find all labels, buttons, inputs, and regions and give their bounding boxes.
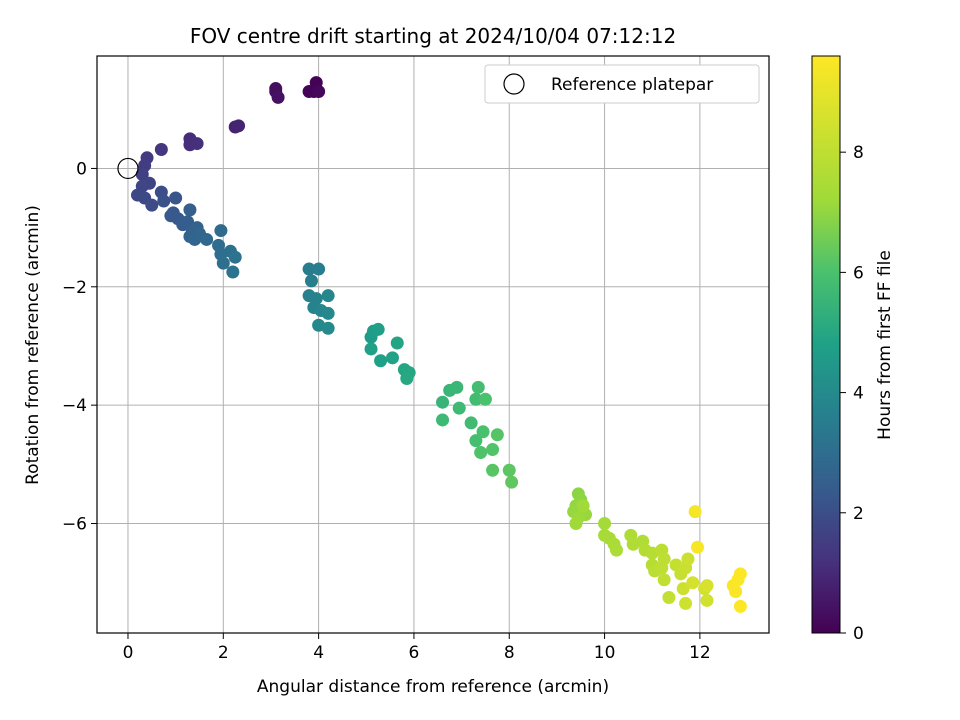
data-point <box>190 137 204 151</box>
x-tick-label: 6 <box>409 643 420 663</box>
colorbar-gradient <box>811 55 841 634</box>
data-point <box>228 250 242 264</box>
data-point <box>505 475 519 489</box>
data-point <box>321 289 335 303</box>
data-point <box>304 274 318 288</box>
data-point <box>271 90 285 104</box>
data-point <box>733 567 747 581</box>
y-axis-ticks: −6 −4 −2 0 <box>62 159 97 535</box>
plot-frame <box>96 55 770 634</box>
data-point <box>569 517 583 531</box>
data-point <box>400 372 414 386</box>
data-point <box>312 262 326 276</box>
reference-marker <box>117 157 139 180</box>
data-point <box>655 561 669 575</box>
data-point <box>436 413 450 427</box>
data-point <box>469 392 483 406</box>
legend-label: Reference platepar <box>551 75 713 95</box>
data-point <box>214 224 228 238</box>
data-point <box>385 351 399 365</box>
data-point <box>452 401 466 415</box>
data-point <box>476 425 490 439</box>
data-point <box>490 428 504 442</box>
data-points <box>131 76 747 613</box>
data-point <box>464 416 478 430</box>
y-tick-label: −2 <box>62 278 87 298</box>
data-point <box>450 380 464 394</box>
y-axis-label: Rotation from reference (arcmin) <box>23 205 43 485</box>
colorbar-tick-label: 8 <box>853 143 864 163</box>
data-point <box>700 579 714 593</box>
data-point <box>486 463 500 477</box>
data-point <box>371 322 385 336</box>
data-point <box>729 585 743 599</box>
y-tick-label: −4 <box>62 396 87 416</box>
legend-reference-marker <box>503 73 525 95</box>
data-point <box>321 306 335 320</box>
data-point <box>169 191 183 205</box>
x-tick-label: 2 <box>218 643 229 663</box>
data-point <box>700 593 714 607</box>
colorbar-tick-label: 4 <box>853 384 864 404</box>
data-point <box>302 262 316 276</box>
data-point <box>226 265 240 279</box>
x-tick-label: 8 <box>504 643 515 663</box>
data-point <box>312 85 326 99</box>
data-point <box>502 463 516 477</box>
colorbar-tick-label: 0 <box>853 624 864 644</box>
colorbar-label: Hours from first FF file <box>875 250 895 440</box>
data-point <box>200 232 214 246</box>
data-point <box>135 167 149 181</box>
data-point <box>688 505 702 519</box>
data-point <box>609 543 623 557</box>
legend-box <box>484 64 760 104</box>
data-point <box>471 380 485 394</box>
data-point <box>232 119 246 133</box>
data-point <box>469 434 483 448</box>
data-point <box>474 446 488 460</box>
grid-lines <box>97 56 769 633</box>
data-point <box>478 392 492 406</box>
data-point <box>679 596 693 610</box>
x-tick-label: 4 <box>313 643 324 663</box>
data-point <box>157 194 171 208</box>
data-point <box>216 256 230 270</box>
data-point <box>183 203 197 217</box>
data-point <box>686 576 700 590</box>
data-point <box>662 590 676 604</box>
colorbar-tick-label: 6 <box>853 263 864 283</box>
data-point <box>145 198 159 212</box>
x-tick-label: 0 <box>123 643 134 663</box>
x-axis-label: Angular distance from reference (arcmin) <box>257 677 609 697</box>
x-tick-label: 10 <box>594 643 616 663</box>
data-point <box>676 582 690 596</box>
y-tick-label: −6 <box>62 515 87 535</box>
chart-title: FOV centre drift starting at 2024/10/04 … <box>190 24 676 48</box>
data-point <box>657 573 671 587</box>
data-point <box>691 540 705 554</box>
colorbar-ticks: 0 2 4 6 8 <box>840 143 864 644</box>
data-point <box>364 342 378 356</box>
data-point <box>681 552 695 566</box>
colorbar: 0 2 4 6 8 Hours from first FF file <box>811 55 895 644</box>
data-point <box>390 336 404 350</box>
data-point <box>321 321 335 335</box>
data-point <box>436 395 450 409</box>
data-point <box>374 354 388 368</box>
y-tick-label: 0 <box>76 159 87 179</box>
data-point <box>486 443 500 457</box>
data-point <box>154 143 168 157</box>
reference-point <box>117 157 139 180</box>
colorbar-tick-label: 2 <box>853 504 864 524</box>
data-point <box>598 517 612 531</box>
x-tick-label: 12 <box>689 643 711 663</box>
x-axis-ticks: 0 2 4 6 8 10 12 <box>123 633 711 663</box>
data-point <box>576 499 590 513</box>
data-point <box>733 599 747 613</box>
legend: Reference platepar <box>484 64 760 104</box>
